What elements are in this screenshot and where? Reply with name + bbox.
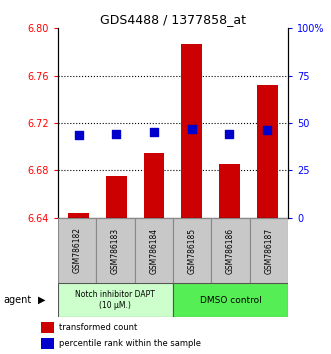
Point	[152, 130, 157, 135]
Bar	[69, 213, 89, 218]
Text: GSM786183: GSM786183	[111, 227, 120, 274]
Bar	[257, 85, 277, 218]
Text: transformed count: transformed count	[59, 323, 137, 332]
Text: GSM786186: GSM786186	[226, 227, 235, 274]
Bar	[58, 283, 173, 317]
Bar	[173, 218, 211, 283]
Text: ▶: ▶	[38, 295, 45, 305]
Text: percentile rank within the sample: percentile rank within the sample	[59, 339, 201, 348]
Text: Notch inhibitor DAPT
(10 μM.): Notch inhibitor DAPT (10 μM.)	[75, 290, 155, 310]
Text: GSM786185: GSM786185	[188, 227, 197, 274]
Bar	[135, 218, 173, 283]
Bar	[250, 218, 288, 283]
Point	[76, 132, 81, 138]
Point	[227, 131, 232, 137]
Bar	[181, 44, 202, 218]
Title: GDS4488 / 1377858_at: GDS4488 / 1377858_at	[100, 13, 246, 26]
Bar	[173, 283, 288, 317]
Bar	[41, 322, 54, 333]
Text: GSM786187: GSM786187	[264, 227, 273, 274]
Bar	[96, 218, 135, 283]
Text: DMSO control: DMSO control	[200, 296, 261, 304]
Point	[189, 126, 194, 132]
Bar	[211, 218, 250, 283]
Bar	[219, 165, 240, 218]
Bar	[58, 218, 96, 283]
Text: GSM786182: GSM786182	[72, 228, 82, 273]
Point	[264, 127, 270, 133]
Bar	[144, 153, 165, 218]
Bar	[106, 176, 127, 218]
Bar	[41, 338, 54, 349]
Point	[114, 131, 119, 137]
Text: agent: agent	[3, 295, 31, 305]
Text: GSM786184: GSM786184	[149, 227, 158, 274]
